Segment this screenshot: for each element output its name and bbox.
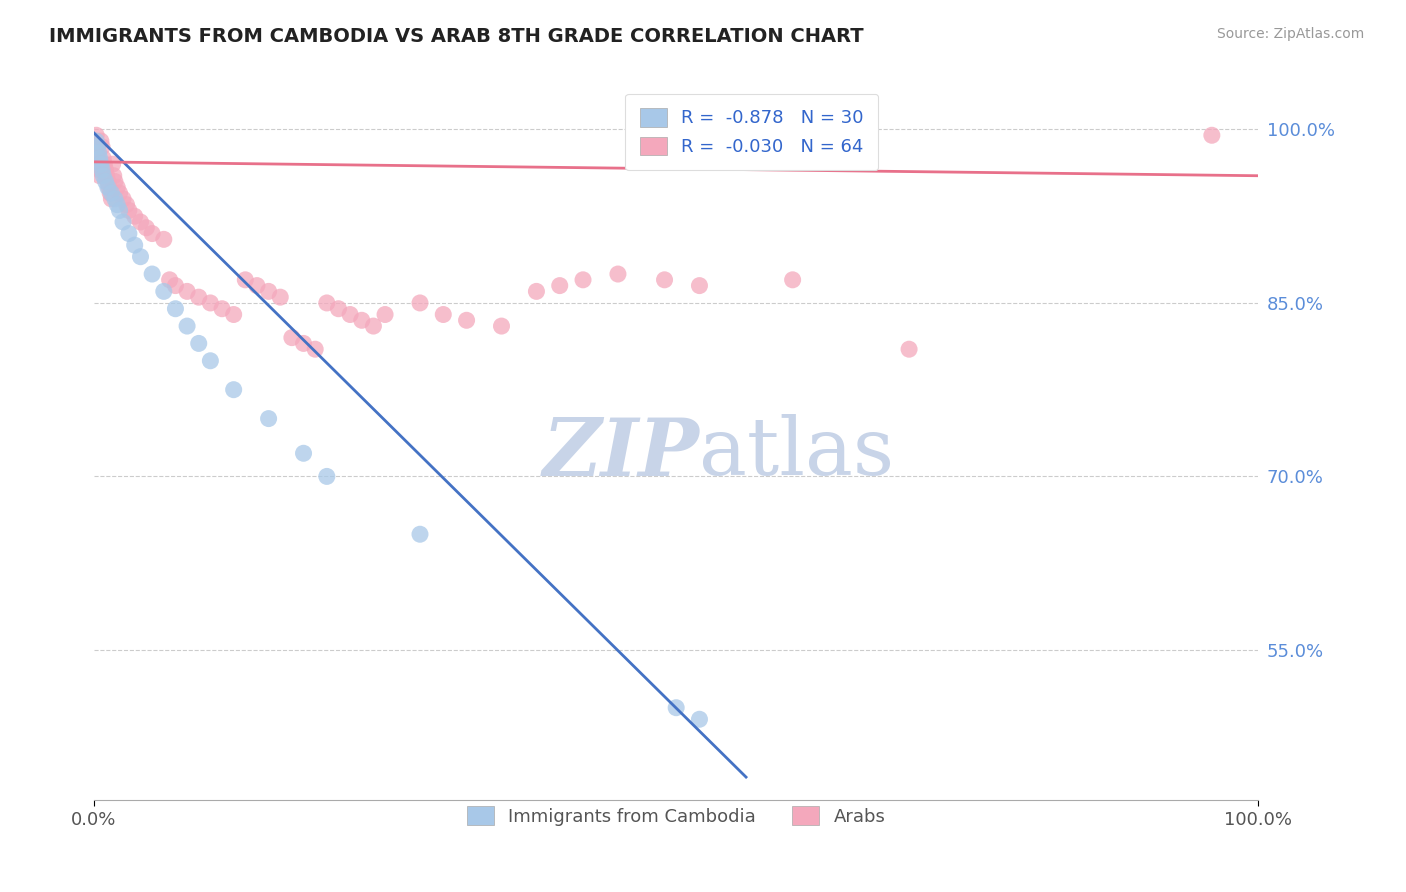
Point bbox=[108, 186, 131, 200]
Point bbox=[572, 273, 595, 287]
Point bbox=[90, 134, 112, 148]
Point bbox=[246, 278, 269, 293]
Point bbox=[86, 140, 108, 154]
Point bbox=[257, 285, 280, 299]
Point bbox=[200, 296, 222, 310]
Point bbox=[315, 296, 337, 310]
Point bbox=[98, 180, 121, 194]
Point bbox=[129, 250, 152, 264]
Point bbox=[104, 192, 127, 206]
Point bbox=[108, 203, 131, 218]
Point bbox=[233, 273, 256, 287]
Point bbox=[84, 134, 107, 148]
Point bbox=[222, 383, 245, 397]
Point bbox=[124, 238, 146, 252]
Point bbox=[105, 197, 128, 211]
Text: atlas: atlas bbox=[699, 414, 894, 492]
Point bbox=[152, 285, 174, 299]
Point bbox=[688, 712, 710, 726]
Point bbox=[89, 163, 111, 178]
Point bbox=[129, 215, 152, 229]
Legend: Immigrants from Cambodia, Arabs: Immigrants from Cambodia, Arabs bbox=[458, 797, 894, 835]
Point bbox=[93, 157, 115, 171]
Point bbox=[432, 308, 454, 322]
Point bbox=[124, 209, 146, 223]
Point bbox=[328, 301, 350, 316]
Point bbox=[97, 174, 120, 188]
Point bbox=[86, 145, 108, 160]
Point bbox=[491, 319, 513, 334]
Point bbox=[141, 227, 163, 241]
Point bbox=[269, 290, 291, 304]
Point bbox=[86, 140, 108, 154]
Point bbox=[315, 469, 337, 483]
Text: Source: ZipAtlas.com: Source: ZipAtlas.com bbox=[1216, 27, 1364, 41]
Point bbox=[100, 192, 122, 206]
Point bbox=[165, 278, 187, 293]
Point bbox=[281, 331, 304, 345]
Point bbox=[1201, 128, 1223, 143]
Point bbox=[94, 163, 117, 178]
Point bbox=[176, 319, 198, 334]
Point bbox=[105, 180, 128, 194]
Point bbox=[91, 140, 114, 154]
Point bbox=[91, 152, 114, 166]
Point bbox=[374, 308, 396, 322]
Point bbox=[112, 215, 135, 229]
Point bbox=[350, 313, 373, 327]
Point bbox=[87, 152, 110, 166]
Point bbox=[94, 174, 117, 188]
Point bbox=[118, 227, 141, 241]
Point bbox=[159, 273, 181, 287]
Point bbox=[101, 157, 124, 171]
Point bbox=[98, 186, 121, 200]
Point bbox=[200, 353, 222, 368]
Point bbox=[548, 278, 571, 293]
Point bbox=[89, 169, 111, 183]
Point bbox=[115, 197, 138, 211]
Point bbox=[363, 319, 385, 334]
Point bbox=[87, 157, 110, 171]
Point bbox=[84, 128, 107, 143]
Point bbox=[97, 180, 120, 194]
Point bbox=[898, 342, 921, 356]
Point bbox=[607, 267, 630, 281]
Point bbox=[665, 700, 688, 714]
Point bbox=[222, 308, 245, 322]
Point bbox=[96, 169, 118, 183]
Point bbox=[118, 203, 141, 218]
Point bbox=[100, 186, 122, 200]
Point bbox=[176, 285, 198, 299]
Point bbox=[112, 192, 135, 206]
Point bbox=[526, 285, 548, 299]
Point bbox=[135, 220, 157, 235]
Point bbox=[141, 267, 163, 281]
Point bbox=[409, 296, 432, 310]
Point bbox=[104, 174, 127, 188]
Point bbox=[87, 145, 110, 160]
Point bbox=[90, 157, 112, 171]
Point bbox=[187, 336, 209, 351]
Text: IMMIGRANTS FROM CAMBODIA VS ARAB 8TH GRADE CORRELATION CHART: IMMIGRANTS FROM CAMBODIA VS ARAB 8TH GRA… bbox=[49, 27, 863, 45]
Point bbox=[152, 232, 174, 246]
Text: ZIP: ZIP bbox=[543, 415, 699, 492]
Point bbox=[409, 527, 432, 541]
Point bbox=[654, 273, 676, 287]
Point bbox=[89, 152, 111, 166]
Point bbox=[304, 342, 326, 356]
Point bbox=[782, 273, 804, 287]
Point bbox=[456, 313, 478, 327]
Point bbox=[339, 308, 361, 322]
Point bbox=[292, 336, 315, 351]
Point bbox=[187, 290, 209, 304]
Point bbox=[91, 169, 114, 183]
Point bbox=[165, 301, 187, 316]
Point bbox=[292, 446, 315, 460]
Point bbox=[103, 169, 125, 183]
Point bbox=[84, 134, 107, 148]
Point bbox=[91, 163, 114, 178]
Point bbox=[688, 278, 710, 293]
Point bbox=[211, 301, 233, 316]
Point bbox=[257, 411, 280, 425]
